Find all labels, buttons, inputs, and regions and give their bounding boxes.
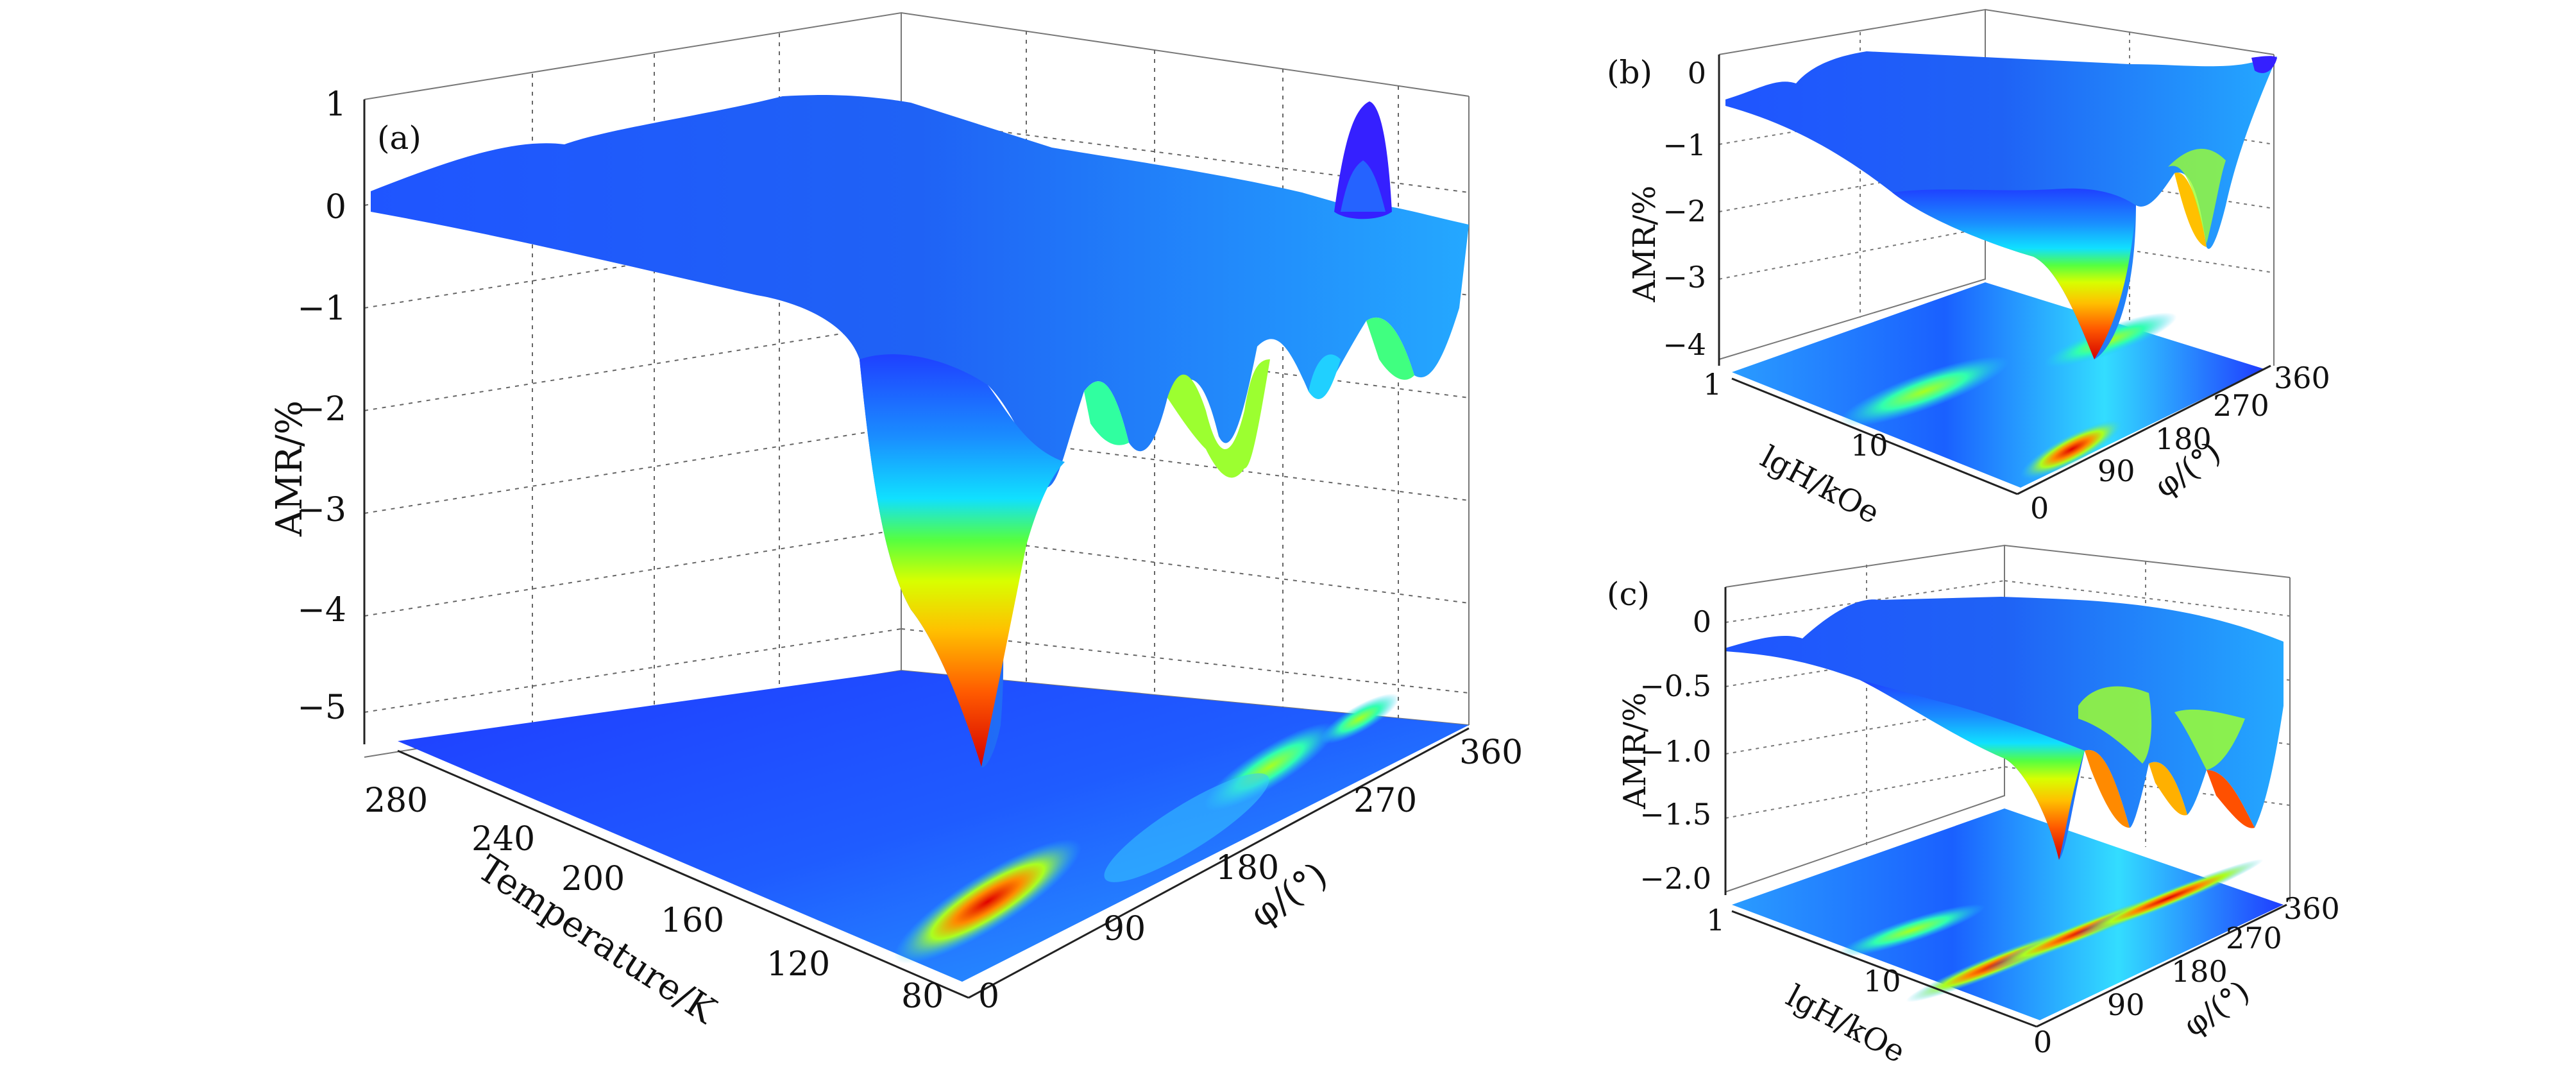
panel-c-label: (c) — [1607, 576, 1650, 613]
panel-a-ytick: 270 — [1353, 782, 1417, 820]
panel-a-xtick: 80 — [901, 977, 944, 1016]
panel-b-ytick: 0 — [2030, 491, 2049, 526]
panel-a-ztick: 1 — [325, 85, 346, 124]
panel-b: 0 −1 −2 −3 −4 AMR/% (b) 1 10 lgH/kOe 0 9… — [1607, 8, 2330, 531]
panel-a-y-ticks: 0 90 180 270 360 — [978, 733, 1523, 1016]
panel-a-ytick: 360 — [1459, 733, 1523, 772]
panel-c-xtick: 1 — [1706, 903, 1725, 937]
panel-c-ytick: 0 — [2033, 1025, 2052, 1059]
panel-a-label: (a) — [377, 119, 421, 157]
panel-a-ztick: −5 — [297, 688, 346, 727]
panel-b-x-axis — [1731, 377, 2018, 495]
panel-b-ztick: −4 — [1663, 327, 1706, 362]
panel-a-surface — [371, 95, 1469, 767]
panel-a-x-ticks: 280 240 200 160 120 80 — [364, 782, 944, 1016]
panel-c-x-axis — [1731, 910, 2037, 1028]
panel-a-ytick: 90 — [1103, 910, 1146, 948]
panel-b-ztick: −1 — [1663, 128, 1706, 162]
panel-b-ztick: 0 — [1688, 56, 1706, 90]
panel-c-ztick: 0 — [1693, 604, 1711, 639]
panel-c-surface — [1725, 597, 2284, 860]
panel-a-x-axis — [397, 749, 969, 999]
panel-b-ytick: 270 — [2213, 388, 2269, 423]
panel-c-ytick: 90 — [2107, 988, 2145, 1022]
panel-a-ztick: −4 — [297, 591, 346, 629]
panel-a-xtick: 200 — [561, 860, 625, 898]
panel-c-zlabel: AMR/% — [1617, 692, 1653, 810]
panel-b-surface — [1725, 51, 2277, 359]
panel-b-zlabel: AMR/% — [1627, 185, 1663, 303]
panel-a-ztick: −1 — [297, 289, 346, 328]
panel-a-ztick: −2 — [297, 390, 346, 429]
panel-b-label: (b) — [1607, 54, 1652, 91]
panel-b-xtick: 1 — [1703, 367, 1722, 402]
panel-c-ytick: 270 — [2226, 921, 2282, 955]
panel-c-ytick: 180 — [2171, 954, 2228, 989]
panel-b-ytick: 180 — [2155, 422, 2212, 456]
panel-a: 1 0 −1 −2 −3 −4 −5 AMR/% (a) 280 240 200… — [269, 12, 1523, 1032]
panel-a-xtick: 160 — [661, 902, 724, 940]
panel-b-ztick: −3 — [1663, 260, 1706, 295]
panel-c-ztick: −2.0 — [1640, 861, 1711, 896]
panel-a-zlabel: AMR/% — [269, 400, 310, 537]
panel-b-xtick: 10 — [1851, 428, 1888, 463]
panel-b-ytick: 90 — [2097, 454, 2135, 488]
panel-c-ztick: −0.5 — [1640, 669, 1711, 703]
panel-c: 0 −0.5 −1.0 −1.5 −2.0 AMR/% (c) 1 10 lgH… — [1607, 544, 2340, 1069]
panel-a-ytick: 180 — [1216, 849, 1279, 887]
panel-c-z-ticks: 0 −0.5 −1.0 −1.5 −2.0 — [1640, 604, 1711, 896]
panel-a-ztick: −3 — [297, 491, 346, 529]
panel-b-y-ticks: 0 90 180 270 360 — [2030, 361, 2330, 526]
panel-b-ytick: 360 — [2274, 361, 2330, 395]
panel-a-z-ticks: 1 0 −1 −2 −3 −4 −5 — [297, 85, 346, 727]
panel-c-xtick: 10 — [1863, 964, 1901, 998]
panel-a-ytick: 0 — [978, 977, 999, 1016]
panel-c-floor — [1732, 808, 2284, 1020]
panel-a-ztick: 0 — [325, 188, 346, 227]
panel-c-y-axis — [2036, 903, 2287, 1028]
panel-c-ztick: −1.0 — [1640, 734, 1711, 769]
panel-a-y-axis — [968, 727, 1470, 999]
panel-a-floor — [398, 671, 1469, 982]
panel-a-xtick: 280 — [364, 782, 428, 820]
panel-b-z-ticks: 0 −1 −2 −3 −4 — [1663, 56, 1706, 362]
panel-a-xtick: 240 — [471, 820, 535, 859]
panel-b-y-axis — [2017, 364, 2271, 495]
panel-c-ztick: −1.5 — [1640, 797, 1711, 832]
panel-a-xtick: 120 — [767, 945, 830, 984]
panel-c-y-ticks: 0 90 180 270 360 — [2033, 891, 2340, 1059]
panel-b-ztick: −2 — [1663, 194, 1706, 228]
panel-c-ytick: 360 — [2284, 891, 2340, 926]
